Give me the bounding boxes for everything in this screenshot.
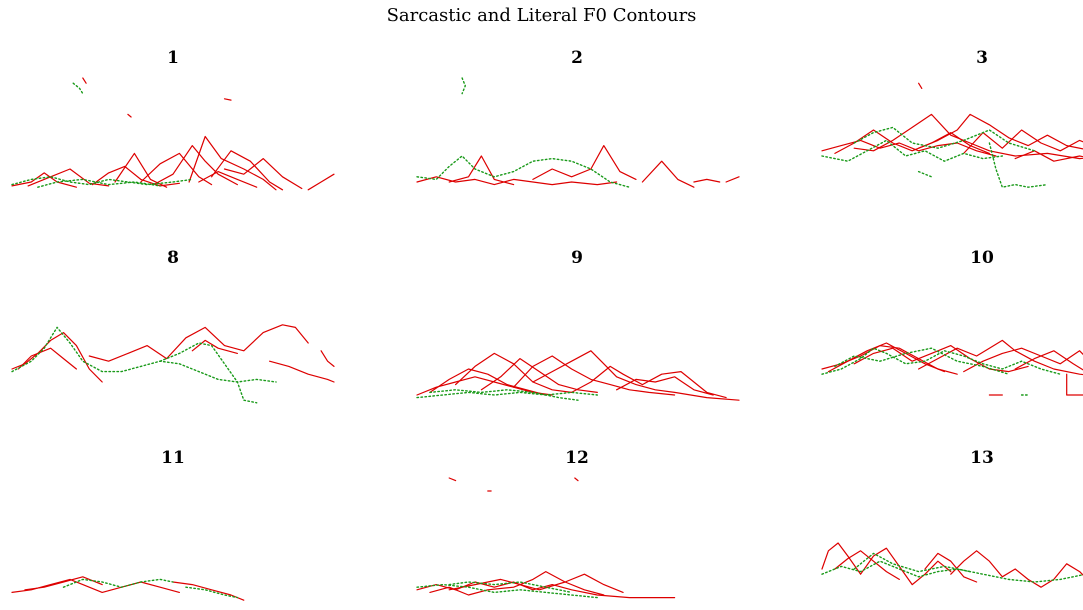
panel-title: 8 [167, 248, 179, 268]
sarcastic-contour-line [429, 570, 605, 596]
sarcastic-contour-line [11, 172, 78, 188]
sarcastic-contour-line [172, 581, 245, 601]
literal-contour-line [429, 389, 579, 401]
sarcastic-contour-line [198, 171, 258, 188]
sarcastic-contour-line [570, 365, 727, 399]
sarcastic-contour-line [1066, 373, 1083, 396]
panel-title: 3 [976, 48, 988, 68]
sarcastic-contour-line [24, 576, 103, 591]
sarcastic-contour-line [320, 350, 335, 367]
sarcastic-contour-line [448, 477, 457, 482]
literal-contour-line [11, 326, 277, 383]
panel-10: 10 [821, 248, 1083, 396]
sarcastic-contour-line [480, 358, 598, 393]
sarcastic-contour-line [725, 176, 740, 183]
sarcastic-contour-line [429, 368, 547, 396]
sarcastic-contour-line [223, 98, 232, 101]
panel-title: 11 [161, 448, 185, 468]
sarcastic-contour-line [924, 552, 978, 583]
literal-contour-line [821, 139, 1003, 162]
sarcastic-contour-line [917, 113, 1083, 150]
literal-contour-line [821, 560, 1083, 583]
literal-contour-line [416, 155, 631, 188]
literal-contour-line [448, 581, 573, 594]
literal-contour-line [11, 176, 194, 186]
sarcastic-contour-line [11, 332, 103, 383]
sarcastic-contour-line [615, 376, 714, 396]
sarcastic-contour-line [512, 355, 676, 396]
panel-title: 1 [167, 48, 179, 68]
sarcastic-contour-line [821, 139, 997, 157]
panel-title: 2 [571, 48, 583, 68]
panel-1: 1 [11, 48, 335, 191]
sarcastic-contour-line [211, 150, 284, 191]
sarcastic-contour-line [223, 158, 303, 190]
sarcastic-contour-line [950, 550, 1083, 588]
sarcastic-contour-line [455, 352, 573, 393]
sarcastic-contour-line [532, 145, 637, 180]
sarcastic-contour-line [127, 113, 132, 118]
sarcastic-contour-line [88, 324, 309, 362]
sarcastic-contour-line [917, 339, 1083, 376]
literal-contour-line [988, 142, 1049, 188]
panel-2: 2 [416, 48, 740, 188]
sarcastic-contour-line [82, 77, 87, 84]
sarcastic-contour-line [269, 360, 335, 383]
literal-contour-line [416, 391, 598, 399]
literal-contour-line [185, 586, 239, 599]
panel-title: 13 [970, 448, 994, 468]
sarcastic-contour-line [917, 82, 923, 90]
panel-8: 8 [11, 248, 335, 404]
sarcastic-contour-line [532, 350, 740, 401]
literal-contour-line [159, 342, 258, 404]
sarcastic-contour-line [963, 129, 1083, 154]
sarcastic-contour-line [17, 347, 78, 370]
chart-title: Sarcastic and Literal F0 Contours [386, 5, 697, 26]
sarcastic-contour-line [574, 477, 579, 482]
sarcastic-contour-line [1014, 350, 1083, 371]
sarcastic-contour-line [191, 339, 238, 354]
sarcastic-contour-line [834, 129, 991, 154]
panel-12: 12 [416, 448, 676, 599]
sarcastic-contour-line [821, 345, 958, 375]
sarcastic-contour-line [307, 173, 335, 191]
sarcastic-contour-line [416, 376, 553, 396]
sarcastic-contour-line [1014, 150, 1083, 162]
panel-3: 3 [821, 48, 1083, 188]
sarcastic-contour-line [448, 573, 624, 594]
panel-title: 10 [970, 248, 994, 268]
sarcastic-contour-line [416, 176, 618, 186]
literal-contour-line [853, 552, 971, 573]
literal-contour-line [917, 170, 933, 178]
panel-13: 13 [821, 448, 1083, 588]
sarcastic-contour-line [827, 342, 946, 373]
literal-contour-line [416, 583, 598, 599]
literal-contour-line [834, 347, 1010, 375]
sarcastic-contour-line [834, 550, 900, 581]
sarcastic-contour-line [693, 178, 721, 183]
literal-contour-line [461, 77, 466, 95]
sarcastic-contour-line [27, 168, 110, 187]
panel-title: 9 [571, 248, 583, 268]
panel-11: 11 [11, 448, 245, 601]
literal-contour-line [821, 347, 1062, 375]
sarcastic-contour-line [448, 155, 515, 186]
panel-9: 9 [416, 248, 740, 401]
sarcastic-contour-line [641, 160, 695, 188]
sarcastic-contour-line [188, 135, 277, 191]
literal-contour-line [72, 82, 84, 95]
sarcastic-contour-line [821, 542, 952, 586]
panel-title: 12 [565, 448, 589, 468]
sarcastic-contour-line [853, 345, 1029, 373]
literal-contour-line [37, 178, 161, 188]
literal-contour-line [853, 126, 1036, 152]
literal-contour-line [62, 578, 174, 588]
